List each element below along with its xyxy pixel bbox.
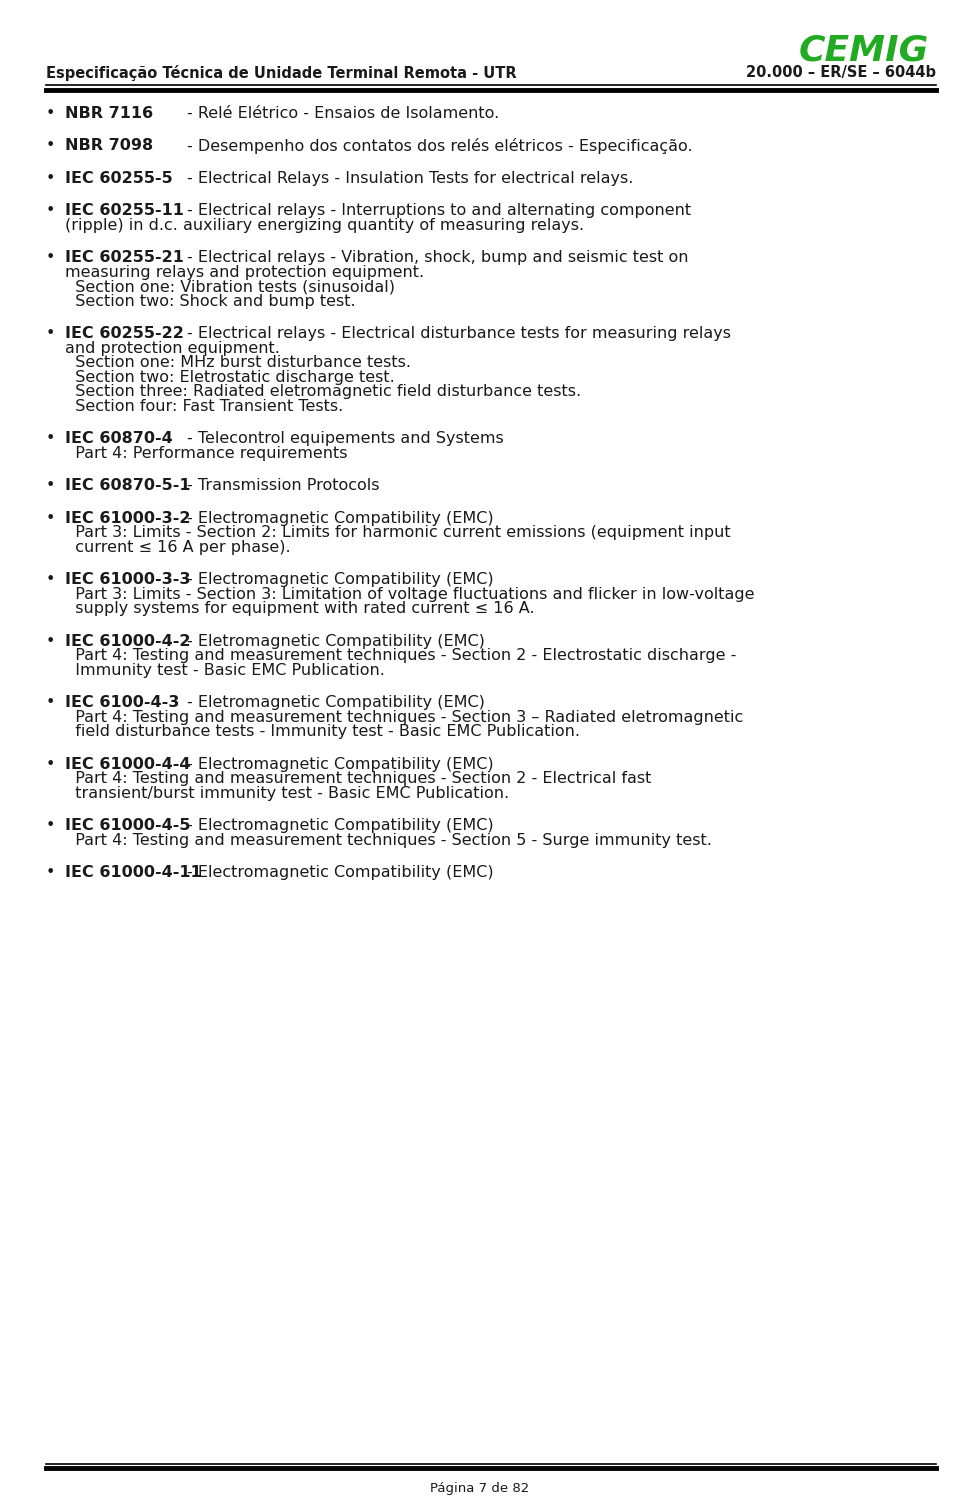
Text: IEC 60870-4: IEC 60870-4: [65, 432, 173, 447]
Text: NBR 7098: NBR 7098: [65, 139, 154, 152]
Text: •: •: [46, 204, 56, 219]
Text: •: •: [46, 326, 56, 341]
Text: - Electromagnetic Compatibility (EMC): - Electromagnetic Compatibility (EMC): [187, 756, 493, 771]
Text: Part 4: Performance requirements: Part 4: Performance requirements: [65, 445, 348, 460]
Text: Section two: Eletrostatic discharge test.: Section two: Eletrostatic discharge test…: [65, 370, 395, 385]
Text: - Electromagnetic Compatibility (EMC): - Electromagnetic Compatibility (EMC): [187, 510, 493, 525]
Text: CEMIG: CEMIG: [799, 33, 929, 68]
Text: Especificação Técnica de Unidade Terminal Remota - UTR: Especificação Técnica de Unidade Termina…: [46, 65, 516, 81]
Text: Página 7 de 82: Página 7 de 82: [430, 1482, 530, 1495]
Text: NBR 7116: NBR 7116: [65, 106, 154, 121]
Text: (ripple) in d.c. auxiliary energizing quantity of measuring relays.: (ripple) in d.c. auxiliary energizing qu…: [65, 217, 585, 232]
Text: •: •: [46, 478, 56, 493]
Text: supply systems for equipment with rated current ≤ 16 A.: supply systems for equipment with rated …: [65, 601, 535, 616]
Text: •: •: [46, 756, 56, 771]
Text: Section three: Radiated eletromagnetic field disturbance tests.: Section three: Radiated eletromagnetic f…: [65, 385, 582, 398]
Text: Section one: MHz burst disturbance tests.: Section one: MHz burst disturbance tests…: [65, 355, 411, 370]
Text: field disturbance tests - Immunity test - Basic EMC Publication.: field disturbance tests - Immunity test …: [65, 724, 580, 739]
Text: IEC 61000-4-11: IEC 61000-4-11: [65, 865, 202, 880]
Text: •: •: [46, 106, 56, 121]
Text: Section four: Fast Transient Tests.: Section four: Fast Transient Tests.: [65, 398, 344, 413]
Text: Part 3: Limits - Section 3: Limitation of voltage fluctuations and flicker in lo: Part 3: Limits - Section 3: Limitation o…: [65, 587, 755, 602]
Text: - Electrical Relays - Insulation Tests for electrical relays.: - Electrical Relays - Insulation Tests f…: [187, 171, 634, 186]
Text: IEC 61000-3-2: IEC 61000-3-2: [65, 510, 191, 525]
Text: - Eletromagnetic Compatibility (EMC): - Eletromagnetic Compatibility (EMC): [187, 696, 485, 711]
Text: - Electromagnetic Compatibility (EMC): - Electromagnetic Compatibility (EMC): [187, 865, 493, 880]
Text: IEC 61000-3-3: IEC 61000-3-3: [65, 572, 191, 587]
Text: - Eletromagnetic Compatibility (EMC): - Eletromagnetic Compatibility (EMC): [187, 634, 485, 649]
Text: measuring relays and protection equipment.: measuring relays and protection equipmen…: [65, 264, 424, 279]
Text: - Relé Elétrico - Ensaios de Isolamento.: - Relé Elétrico - Ensaios de Isolamento.: [187, 106, 499, 121]
Text: - Electrical relays - Electrical disturbance tests for measuring relays: - Electrical relays - Electrical disturb…: [187, 326, 732, 341]
Text: Part 3: Limits - Section 2: Limits for harmonic current emissions (equipment inp: Part 3: Limits - Section 2: Limits for h…: [65, 525, 731, 540]
Text: •: •: [46, 572, 56, 587]
Text: •: •: [46, 139, 56, 152]
Text: •: •: [46, 818, 56, 833]
Text: and protection equipment.: and protection equipment.: [65, 341, 280, 356]
Text: Part 4: Testing and measurement techniques - Section 3 – Radiated eletromagnetic: Part 4: Testing and measurement techniqu…: [65, 709, 744, 724]
Text: IEC 61000-4-2: IEC 61000-4-2: [65, 634, 191, 649]
Text: •: •: [46, 510, 56, 525]
Text: - Telecontrol equipements and Systems: - Telecontrol equipements and Systems: [187, 432, 504, 447]
Text: •: •: [46, 171, 56, 186]
Text: Section one: Vibration tests (sinusoidal): Section one: Vibration tests (sinusoidal…: [65, 279, 396, 294]
Text: •: •: [46, 432, 56, 447]
Text: IEC 6100-4-3: IEC 6100-4-3: [65, 696, 180, 711]
Text: IEC 60255-21: IEC 60255-21: [65, 250, 184, 266]
Text: •: •: [46, 634, 56, 649]
Text: Part 4: Testing and measurement techniques - Section 5 - Surge immunity test.: Part 4: Testing and measurement techniqu…: [65, 833, 712, 848]
Text: IEC 61000-4-4: IEC 61000-4-4: [65, 756, 191, 771]
Text: - Electromagnetic Compatibility (EMC): - Electromagnetic Compatibility (EMC): [187, 572, 493, 587]
Text: - Desempenho dos contatos dos relés elétricos - Especificação.: - Desempenho dos contatos dos relés elét…: [187, 139, 693, 154]
Text: Immunity test - Basic EMC Publication.: Immunity test - Basic EMC Publication.: [65, 662, 385, 678]
Text: IEC 60255-22: IEC 60255-22: [65, 326, 184, 341]
Text: Part 4: Testing and measurement techniques - Section 2 - Electrostatic discharge: Part 4: Testing and measurement techniqu…: [65, 649, 736, 662]
Text: current ≤ 16 A per phase).: current ≤ 16 A per phase).: [65, 540, 291, 555]
Text: •: •: [46, 696, 56, 711]
Text: - Transmission Protocols: - Transmission Protocols: [187, 478, 380, 493]
Text: IEC 60870-5-1: IEC 60870-5-1: [65, 478, 191, 493]
Text: Section two: Shock and bump test.: Section two: Shock and bump test.: [65, 294, 356, 309]
Text: •: •: [46, 250, 56, 266]
Text: transient/burst immunity test - Basic EMC Publication.: transient/burst immunity test - Basic EM…: [65, 786, 510, 801]
Text: - Electromagnetic Compatibility (EMC): - Electromagnetic Compatibility (EMC): [187, 818, 493, 833]
Text: IEC 61000-4-5: IEC 61000-4-5: [65, 818, 191, 833]
Text: - Electrical relays - Interruptions to and alternating component: - Electrical relays - Interruptions to a…: [187, 204, 691, 219]
Text: IEC 60255-11: IEC 60255-11: [65, 204, 184, 219]
Text: Part 4: Testing and measurement techniques - Section 2 - Electrical fast: Part 4: Testing and measurement techniqu…: [65, 771, 652, 786]
Text: IEC 60255-5: IEC 60255-5: [65, 171, 173, 186]
Text: 20.000 – ER/SE – 6044b: 20.000 – ER/SE – 6044b: [746, 65, 936, 80]
Text: •: •: [46, 865, 56, 880]
Text: - Electrical relays - Vibration, shock, bump and seismic test on: - Electrical relays - Vibration, shock, …: [187, 250, 688, 266]
